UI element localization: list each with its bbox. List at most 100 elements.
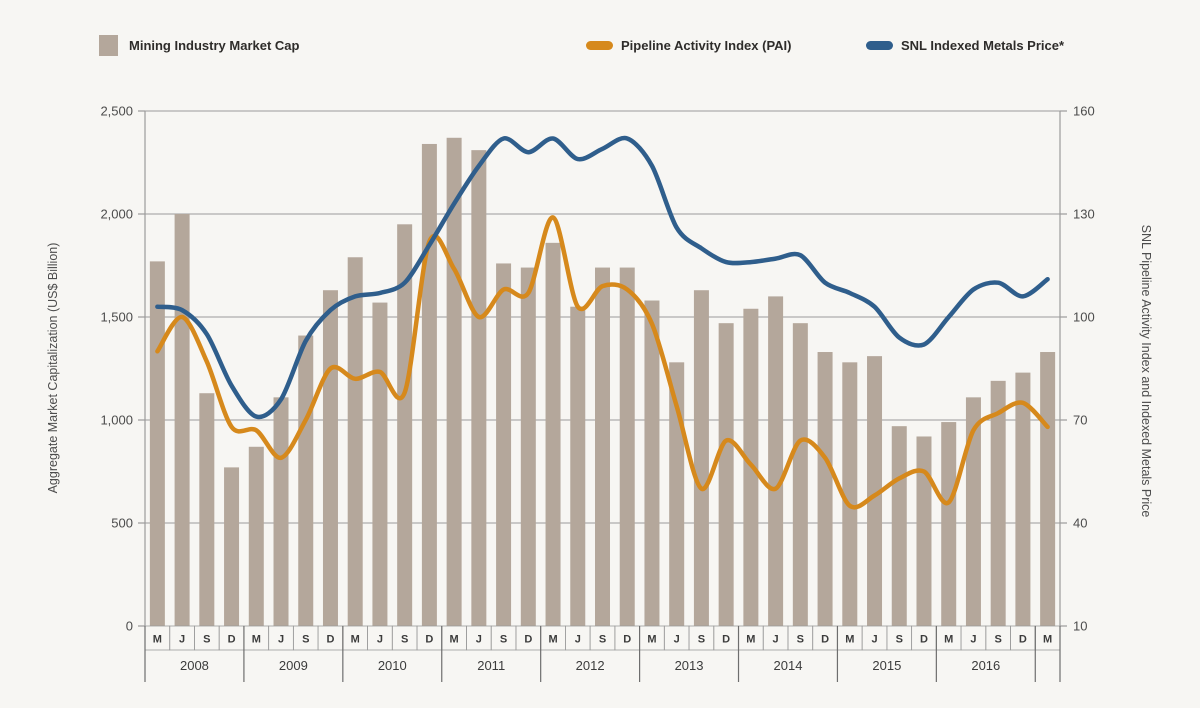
quarter-letter: D	[722, 634, 730, 646]
quarter-letter: J	[871, 634, 877, 646]
quarter-letter: J	[970, 634, 976, 646]
metals-line	[155, 135, 1050, 420]
bar	[916, 436, 932, 626]
quarter-letter: J	[674, 634, 680, 646]
left-axis-tick-label: 500	[111, 516, 133, 531]
bar	[644, 300, 660, 626]
year-label: 2010	[378, 658, 407, 673]
quarter-letter: M	[746, 634, 755, 646]
left-axis-tick-label: 0	[126, 619, 133, 634]
year-label: 2009	[279, 658, 308, 673]
quarter-letter: J	[377, 634, 383, 646]
quarter-letter: J	[278, 634, 284, 646]
quarter-letter: S	[797, 634, 804, 646]
year-label: 2011	[477, 658, 505, 673]
quarter-letter: D	[228, 634, 236, 646]
bar	[1015, 372, 1031, 626]
quarter-letter: D	[326, 634, 334, 646]
legend-swatch-pai	[586, 41, 613, 50]
bar	[347, 257, 363, 626]
left-axis-title: Aggregate Market Capitalization (US$ Bil…	[46, 243, 60, 494]
bar	[867, 356, 883, 626]
legend-swatch-metals	[866, 41, 893, 50]
year-label: 2016	[971, 658, 1000, 673]
quarter-letter: M	[647, 634, 656, 646]
bar	[768, 296, 784, 626]
quarter-letter: S	[302, 634, 309, 646]
right-axis-tick-label: 70	[1073, 413, 1087, 428]
bar	[891, 426, 907, 626]
year-label: 2012	[576, 658, 605, 673]
bar	[496, 263, 512, 626]
bar	[990, 380, 1006, 626]
quarter-letter: M	[351, 634, 360, 646]
bar	[792, 323, 808, 626]
bar	[174, 214, 190, 626]
quarter-letter: S	[500, 634, 507, 646]
year-label: 2008	[180, 658, 209, 673]
bar	[199, 393, 215, 626]
legend-swatch-market-cap	[99, 35, 118, 56]
quarter-letter: D	[623, 634, 631, 646]
quarter-letter: J	[179, 634, 185, 646]
quarter-letter: J	[773, 634, 779, 646]
bar	[224, 467, 240, 626]
left-axis-tick-label: 1,500	[100, 310, 133, 325]
pai-line	[155, 215, 1050, 510]
bar	[322, 290, 338, 626]
legend: Mining Industry Market Cap Pipeline Acti…	[99, 35, 1065, 56]
quarter-letter: M	[548, 634, 557, 646]
bar	[941, 422, 957, 626]
right-axis-title: SNL Pipeline Activity Index and Indexed …	[1139, 225, 1153, 518]
bar	[965, 397, 981, 626]
quarter-letter: D	[1019, 634, 1027, 646]
year-label: 2013	[675, 658, 704, 673]
quarter-letter: S	[698, 634, 705, 646]
quarter-letter: J	[476, 634, 482, 646]
quarter-letter: S	[401, 634, 408, 646]
quarter-letter: J	[575, 634, 581, 646]
quarter-letter: M	[1043, 634, 1052, 646]
bar	[817, 352, 833, 626]
year-label: 2015	[872, 658, 901, 673]
right-axis-tick-label: 10	[1073, 619, 1087, 634]
bar	[298, 335, 314, 626]
right-axis-tick-label: 130	[1073, 207, 1095, 222]
left-axis-tick-label: 1,000	[100, 413, 133, 428]
quarter-letter: M	[450, 634, 459, 646]
left-axis-tick-label: 2,500	[100, 104, 133, 119]
plot-area: 2,500 2,000 1,500 1,000 500 0 160 130 100 70 40 10 M…	[100, 104, 1095, 682]
bar	[545, 242, 561, 626]
quarter-letter: S	[995, 634, 1002, 646]
bar	[693, 290, 709, 626]
bar	[1040, 352, 1056, 626]
year-label: 2014	[774, 658, 803, 673]
right-axis-tick-label: 40	[1073, 516, 1087, 531]
market-cap-bars	[149, 137, 1056, 627]
bar	[520, 267, 536, 626]
legend-label-pai: Pipeline Activity Index (PAI)	[621, 38, 791, 53]
quarter-letter: M	[153, 634, 162, 646]
legend-label-metals: SNL Indexed Metals Price*	[901, 38, 1065, 53]
quarter-letter: S	[896, 634, 903, 646]
quarter-letter: D	[425, 634, 433, 646]
quarter-letter: D	[920, 634, 928, 646]
quarter-letter: M	[944, 634, 953, 646]
bar	[149, 261, 165, 626]
bar	[273, 397, 289, 626]
gridlines: 2,500 2,000 1,500 1,000 500 0 160 130 100 70 40 10	[100, 104, 1094, 634]
bar	[471, 150, 487, 626]
right-axis-tick-label: 100	[1073, 310, 1095, 325]
quarter-letter: D	[821, 634, 829, 646]
bar	[570, 306, 586, 626]
left-axis-tick-label: 2,000	[100, 207, 133, 222]
quarter-letter: D	[524, 634, 532, 646]
quarter-letter: M	[845, 634, 854, 646]
bar	[718, 323, 734, 626]
bar	[842, 362, 858, 626]
legend-label-market-cap: Mining Industry Market Cap	[129, 38, 300, 53]
x-axis: M J S D M J S D M J S D M J S D M J S D M J S D M J S D M J S D M J S D M 200…	[144, 625, 1061, 682]
quarter-letter: M	[252, 634, 261, 646]
quarter-letter: S	[599, 634, 606, 646]
